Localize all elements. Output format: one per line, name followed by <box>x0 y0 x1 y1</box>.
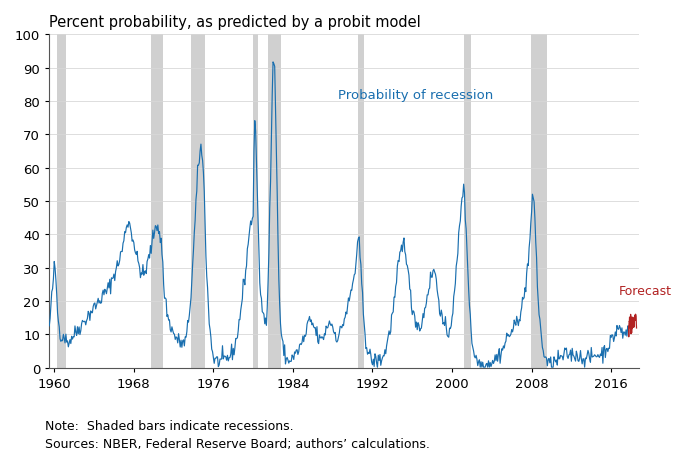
Bar <box>268 35 281 368</box>
Bar <box>464 35 471 368</box>
Text: Percent probability, as predicted by a probit model: Percent probability, as predicted by a p… <box>50 15 421 30</box>
Text: Probability of recession: Probability of recession <box>338 89 493 101</box>
Bar <box>191 35 205 368</box>
Bar <box>253 35 258 368</box>
Bar <box>56 35 66 368</box>
Text: Note:  Shaded bars indicate recessions.
Sources: NBER, Federal Reserve Board; au: Note: Shaded bars indicate recessions. S… <box>45 420 430 450</box>
Bar <box>531 35 546 368</box>
Bar <box>151 35 163 368</box>
Bar <box>358 35 364 368</box>
Text: Forecast: Forecast <box>619 285 672 298</box>
